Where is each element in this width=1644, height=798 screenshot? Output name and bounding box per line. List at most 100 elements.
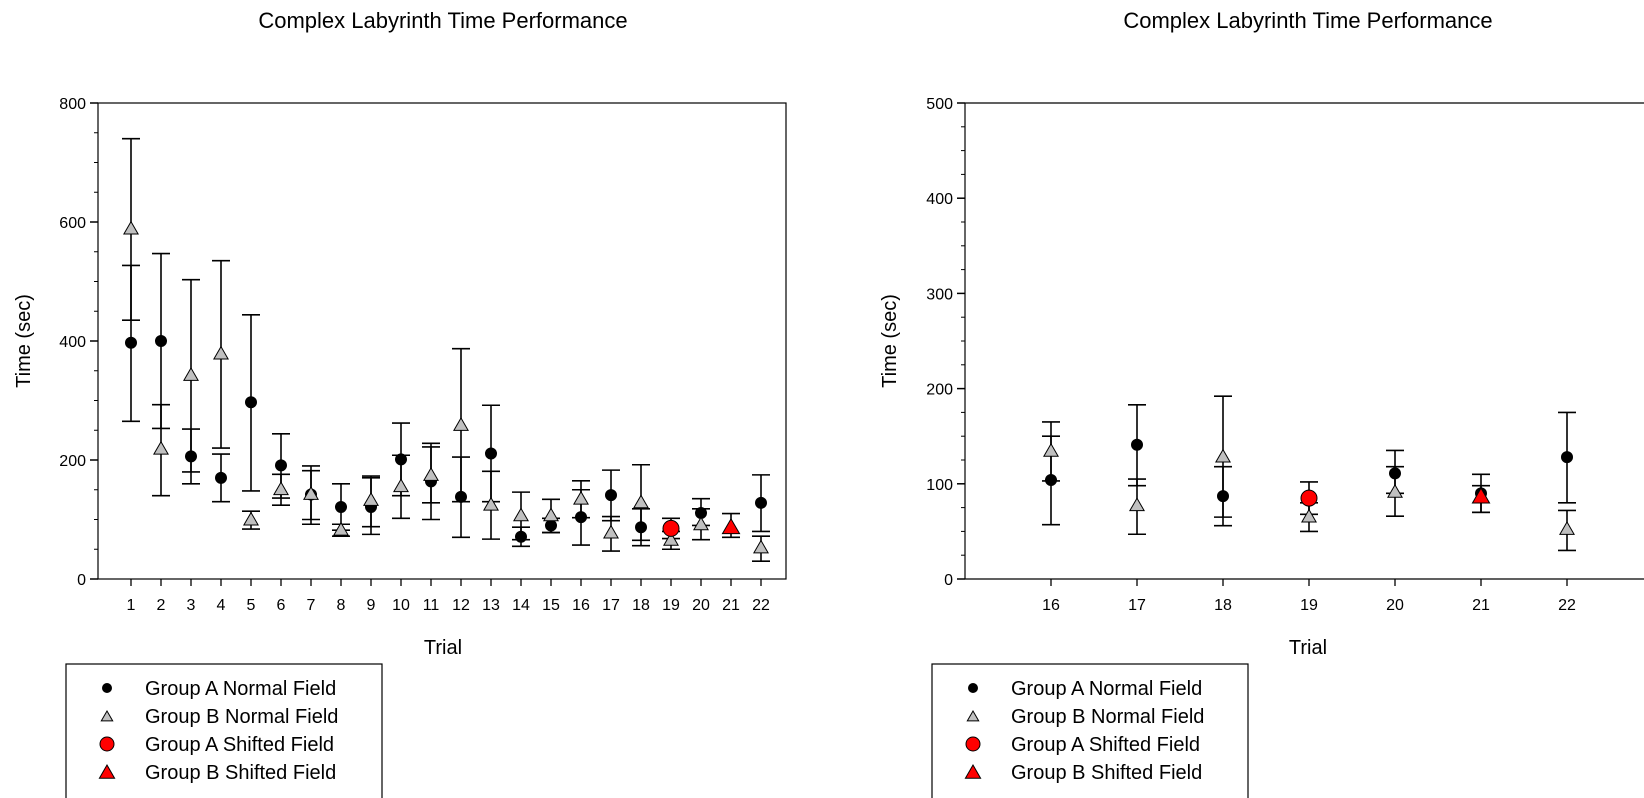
y-tick-label: 200 xyxy=(926,382,953,399)
data-point xyxy=(755,496,767,509)
x-tick-label: 21 xyxy=(1472,597,1490,614)
x-tick-label: 18 xyxy=(632,597,650,614)
legend-label: Group A Shifted Field xyxy=(145,734,334,756)
x-tick-label: 11 xyxy=(423,597,440,614)
x-tick-label: 7 xyxy=(307,597,316,614)
x-tick-label: 19 xyxy=(662,597,680,614)
chart-right-title: Complex Labyrinth Time Performance xyxy=(1123,8,1492,33)
y-tick-label: 300 xyxy=(926,286,953,303)
x-tick-label: 22 xyxy=(752,597,770,614)
y-tick-label: 200 xyxy=(59,453,86,470)
legend-marker-triangle xyxy=(98,763,116,779)
data-point xyxy=(633,494,649,509)
data-point xyxy=(1217,490,1229,503)
data-point xyxy=(273,481,289,496)
x-tick-label: 10 xyxy=(392,597,410,614)
chart-left-x-axis: 1 2 3 4 5 6 7 8 9 10 11 12 13 14 15 16 17 18 19 20 21 22 xyxy=(127,579,770,614)
legend-marker-triangle xyxy=(966,709,980,722)
x-tick-label: 9 xyxy=(367,597,376,614)
x-tick-label: 21 xyxy=(722,597,740,614)
data-point xyxy=(1045,473,1057,486)
data-point xyxy=(1043,442,1059,457)
data-point xyxy=(275,459,287,472)
data-point xyxy=(693,516,709,531)
chart-right-ylabel: Time (sec) xyxy=(879,294,901,388)
data-point xyxy=(395,453,407,466)
chart-left-plot-area xyxy=(97,102,787,580)
x-tick-label: 17 xyxy=(602,597,620,614)
data-point xyxy=(483,496,499,511)
data-point xyxy=(153,440,169,455)
data-point xyxy=(303,486,319,500)
data-point xyxy=(393,478,409,493)
data-point xyxy=(1215,448,1231,463)
chart-left-marks xyxy=(122,137,770,562)
chart-right-legend: Group A Normal Field Group B Normal Field… xyxy=(931,663,1249,798)
data-point xyxy=(1129,497,1145,512)
data-point xyxy=(605,489,617,502)
y-tick-label: 600 xyxy=(59,215,86,232)
chart-right: Complex Labyrinth Time Performance 0 100 2… xyxy=(879,8,1644,798)
data-point xyxy=(453,416,469,431)
data-point xyxy=(1131,438,1143,451)
data-point xyxy=(155,335,167,347)
chart-left-title: Complex Labyrinth Time Performance xyxy=(258,8,627,33)
chart-left-legend: Group A Normal Field Group B Normal Field… xyxy=(65,663,383,798)
data-point xyxy=(573,490,589,505)
data-point xyxy=(513,507,529,522)
data-point xyxy=(185,450,197,463)
legend-box xyxy=(65,663,383,798)
data-point xyxy=(1389,467,1401,480)
data-point xyxy=(1471,487,1491,504)
x-tick-label: 3 xyxy=(187,597,196,614)
data-point xyxy=(1301,508,1317,523)
data-point xyxy=(753,539,769,554)
legend-marker-circle xyxy=(99,736,115,752)
data-point xyxy=(1559,520,1575,535)
legend-label: Group B Shifted Field xyxy=(1011,762,1202,784)
chart-left-xlabel: Trial xyxy=(424,637,462,659)
legend-box xyxy=(931,663,1249,798)
x-tick-label: 12 xyxy=(452,597,470,614)
data-point xyxy=(213,345,229,360)
data-point xyxy=(455,490,467,503)
data-point xyxy=(333,521,349,536)
y-tick-label: 400 xyxy=(926,191,953,208)
x-tick-label: 15 xyxy=(542,597,560,614)
data-point xyxy=(635,521,647,534)
data-point xyxy=(123,220,139,235)
data-point xyxy=(1387,483,1403,498)
data-point xyxy=(721,517,741,535)
legend-marker-triangle xyxy=(964,763,982,779)
legend-label: Group B Normal Field xyxy=(145,706,338,728)
data-point xyxy=(243,511,259,526)
data-point xyxy=(603,524,619,539)
chart-right-y-axis: 0 100 200 300 400 500 xyxy=(926,96,965,589)
data-point xyxy=(1561,451,1573,464)
chart-left-y-axis: 0 200 400 600 800 xyxy=(59,96,98,589)
data-point xyxy=(423,466,439,481)
data-point xyxy=(485,447,497,460)
data-point xyxy=(363,491,379,506)
x-tick-label: 17 xyxy=(1128,597,1146,614)
x-tick-label: 16 xyxy=(572,597,590,614)
chart-right-xlabel: Trial xyxy=(1289,637,1327,659)
x-tick-label: 16 xyxy=(1042,597,1060,614)
chart-left: Complex Labyrinth Time Performance 0 200 4… xyxy=(13,8,787,798)
x-tick-label: 2 xyxy=(157,597,166,614)
y-tick-label: 800 xyxy=(59,96,86,113)
data-point xyxy=(215,471,227,484)
data-point xyxy=(335,501,347,514)
x-tick-label: 6 xyxy=(277,597,286,614)
legend-label: Group B Shifted Field xyxy=(145,762,336,784)
x-tick-label: 19 xyxy=(1300,597,1318,614)
data-point xyxy=(515,530,527,543)
legend-label: Group A Normal Field xyxy=(1011,678,1202,700)
data-point xyxy=(545,519,557,532)
legend-marker-circle xyxy=(968,683,978,693)
x-tick-label: 4 xyxy=(217,597,226,614)
x-tick-label: 18 xyxy=(1214,597,1232,614)
x-tick-label: 1 xyxy=(127,597,136,614)
x-tick-label: 22 xyxy=(1558,597,1576,614)
